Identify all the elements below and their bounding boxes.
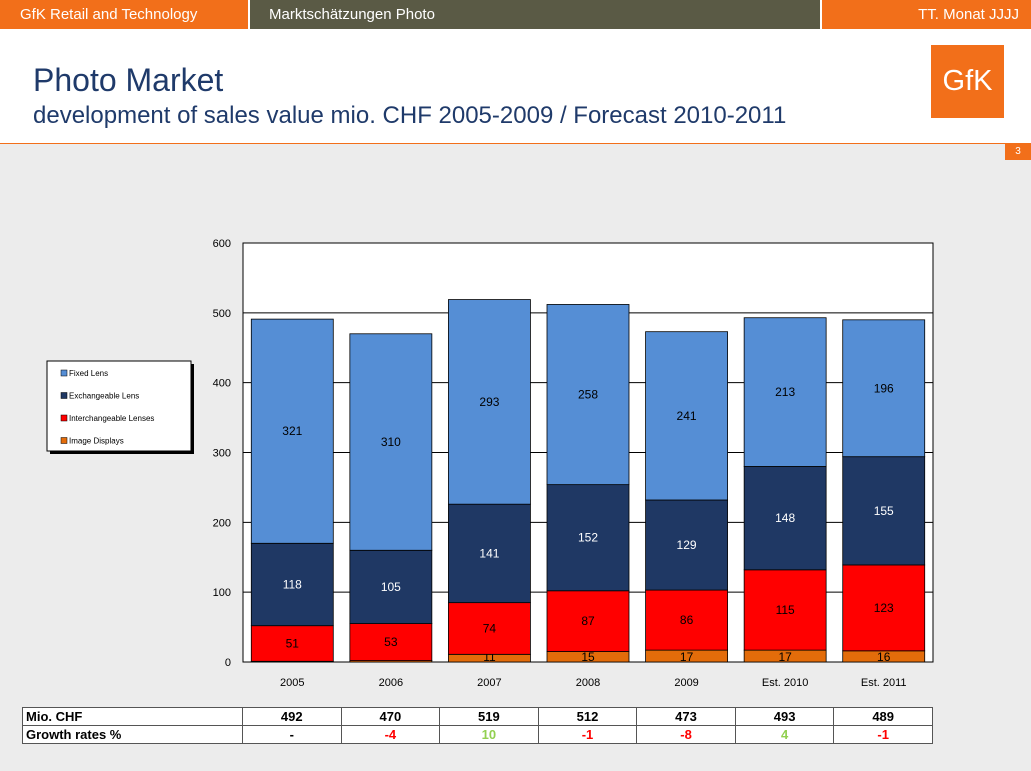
y-tick-label: 400 (213, 378, 231, 390)
bar-segment (645, 589, 728, 651)
y-tick-label: 0 (225, 657, 231, 669)
bar-segment (546, 304, 630, 486)
bar-segment (546, 484, 630, 592)
table-cell: 492 (242, 707, 342, 726)
table-cell: 473 (636, 707, 736, 726)
legend-label: Fixed Lens (69, 369, 108, 378)
table-cell: -1 (833, 725, 933, 744)
bar-segment (743, 466, 827, 571)
x-tick-label: 2007 (477, 677, 501, 689)
data-label: 74 (483, 621, 497, 635)
bar-segment (448, 503, 531, 604)
table-cell: - (242, 725, 342, 744)
row-label: Mio. CHF (22, 707, 243, 726)
data-label: 152 (578, 531, 598, 545)
data-label: 123 (874, 601, 894, 615)
legend-swatch (60, 392, 68, 399)
bar-segment (842, 319, 926, 458)
slide-header: Photo Market development of sales value … (0, 29, 1031, 144)
data-label: 118 (283, 577, 302, 591)
y-tick-label: 500 (213, 308, 231, 320)
data-label: 213 (775, 385, 795, 399)
gfk-logo: GfK (931, 45, 1004, 118)
bar-segment (448, 299, 531, 505)
data-label: 321 (282, 424, 302, 438)
data-label: 293 (479, 395, 499, 409)
table-cell: 493 (734, 707, 835, 726)
bar-segment (349, 549, 433, 624)
x-tick-label: 2009 (674, 677, 698, 689)
data-label: 241 (677, 409, 697, 423)
x-tick-label: Est. 2011 (861, 677, 907, 689)
data-label: 310 (381, 435, 401, 449)
bar-segment (250, 542, 334, 627)
summary-table: Mio. CHF 492 470 519 512 473 493 489 Growth rate… (22, 707, 933, 744)
legend-swatch (60, 369, 68, 377)
table-cell: -1 (537, 725, 638, 744)
legend-swatch (60, 414, 68, 422)
row-label: Growth rates % (22, 725, 243, 744)
table-cell: 489 (833, 707, 933, 726)
data-label: 148 (775, 511, 795, 525)
table-cell: 4 (734, 725, 835, 744)
page-subtitle: development of sales value mio. CHF 2005… (33, 102, 787, 129)
x-tick-label: 2006 (379, 677, 403, 689)
data-label: 87 (581, 614, 595, 628)
table-cell: -8 (636, 725, 736, 744)
data-label: 129 (677, 538, 697, 552)
y-tick-label: 200 (213, 517, 231, 529)
bar-segment (743, 317, 827, 467)
bar-segment (842, 456, 926, 566)
bar-segment (645, 499, 728, 591)
data-label: 86 (680, 613, 694, 627)
legend-swatch (60, 437, 68, 444)
table-row: Mio. CHF 492 470 519 512 473 493 489 (22, 707, 933, 726)
data-label: 196 (874, 381, 894, 395)
legend-box (46, 360, 192, 452)
top-bar: GfK Retail and Technology Marktschätzung… (0, 0, 1031, 29)
company-label: GfK Retail and Technology (0, 0, 248, 29)
bar-segment (743, 569, 827, 651)
y-tick-label: 300 (213, 448, 231, 460)
legend-label: Image Displays (69, 437, 124, 446)
data-label: 53 (384, 635, 398, 649)
bar-segment (349, 623, 433, 662)
table-cell: 512 (537, 707, 638, 726)
data-label: 258 (578, 388, 598, 402)
bar-segment (448, 602, 531, 655)
x-tick-label: 2005 (280, 677, 304, 689)
data-label: 15 (581, 650, 595, 664)
bar-segment (645, 331, 728, 501)
bar-segment (349, 333, 433, 551)
y-tick-label: 600 (213, 238, 231, 250)
data-label: 17 (778, 650, 792, 664)
x-tick-label: Est. 2010 (762, 677, 808, 689)
bar-segment (250, 625, 334, 662)
data-label: 16 (877, 650, 891, 664)
data-label: 105 (381, 580, 401, 594)
x-tick-label: 2008 (576, 677, 600, 689)
stacked-bar-chart: 0100200300400500600151118321200525310531… (46, 238, 934, 689)
table-cell: -4 (340, 725, 441, 744)
bar-segment (250, 318, 334, 544)
table-row: Growth rates % - -4 10 -1 -8 4 -1 (22, 725, 933, 744)
legend-label: Interchangeable Lenses (69, 414, 154, 423)
data-label: 17 (680, 650, 694, 664)
data-label: 141 (479, 546, 499, 560)
data-label: 51 (286, 636, 300, 650)
page-title: Photo Market (33, 62, 224, 98)
y-tick-label: 100 (213, 587, 231, 599)
table-cell: 10 (439, 725, 539, 744)
legend-label: Exchangeable Lens (69, 392, 139, 401)
bar-segment (546, 590, 630, 652)
table-cell: 519 (439, 707, 539, 726)
page-number: 3 (1005, 144, 1031, 160)
table-cell: 470 (340, 707, 441, 726)
date-label: TT. Monat JJJJ (822, 0, 1031, 29)
section-label: Marktschätzungen Photo (250, 0, 820, 29)
bar-segment (842, 564, 926, 652)
data-label: 155 (874, 504, 894, 518)
data-label: 115 (776, 603, 795, 617)
